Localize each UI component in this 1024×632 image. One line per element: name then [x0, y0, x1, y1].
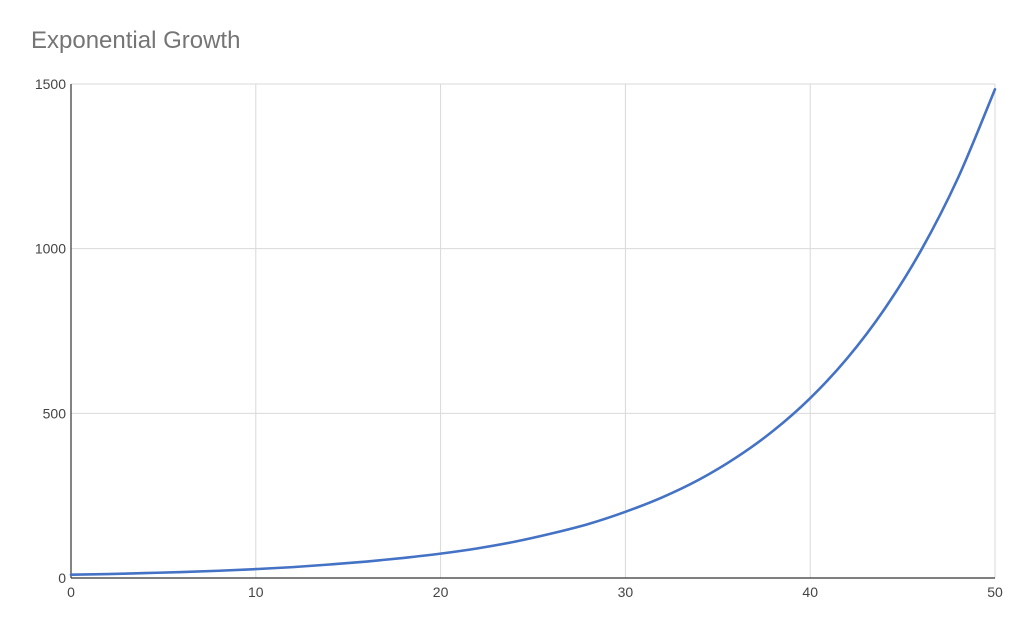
x-tick-label: 20	[433, 584, 449, 600]
x-tick-label: 30	[618, 584, 634, 600]
x-tick-label: 0	[67, 584, 75, 600]
chart-title: Exponential Growth	[31, 27, 241, 54]
y-tick-label: 1000	[35, 241, 66, 257]
y-tick-label: 0	[58, 570, 66, 586]
x-tick-label: 50	[987, 584, 1003, 600]
series-line	[69, 87, 997, 577]
x-axis-ticks: 0 10 20 30 40 50	[67, 584, 1003, 600]
x-tick-label: 40	[802, 584, 818, 600]
series-layer	[69, 87, 997, 577]
y-axis-ticks: 0 500 1000 1500	[35, 76, 66, 586]
y-tick-label: 1500	[35, 76, 66, 92]
axes	[70, 84, 995, 579]
y-tick-label: 500	[43, 405, 67, 421]
x-tick-label: 10	[248, 584, 264, 600]
gridlines	[71, 83, 996, 578]
